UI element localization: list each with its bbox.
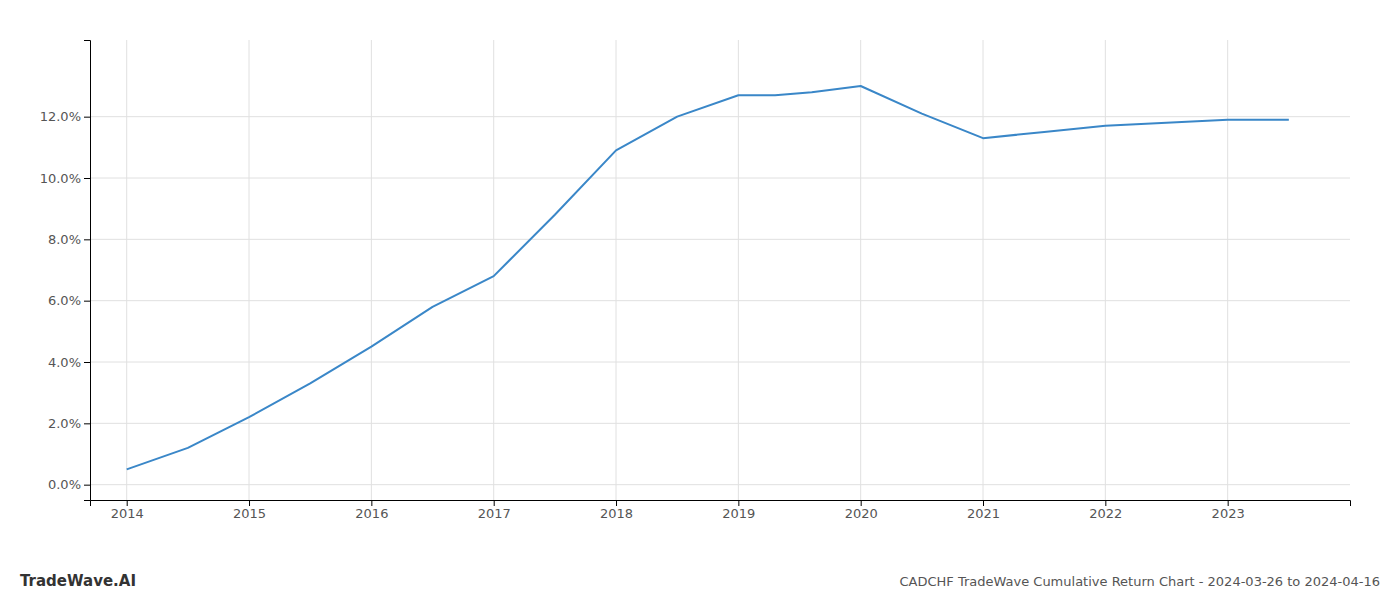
annotation: TradeWave.AI (20, 572, 136, 590)
x-axis-tick-mark (1105, 500, 1106, 506)
line (127, 86, 1289, 469)
x-axis-tick-mark (983, 500, 984, 506)
x-axis-tick-mark (249, 500, 250, 506)
y-axis-tick-mark (84, 423, 90, 424)
grid-line-y (90, 239, 1350, 240)
chart-container: 2014 2015 2016 2017 2018 2019 2020 2021 2022 2023… (0, 0, 1400, 600)
x-axis-tick-label: 2021 (967, 506, 1000, 521)
y-axis-tick-label: 2.0% (48, 416, 81, 431)
x-axis-tick-label: 2016 (355, 506, 388, 521)
grid-line-y (90, 116, 1350, 117)
grid-line-y (90, 300, 1350, 301)
x-axis-line (91, 501, 1351, 507)
y-axis-tick-mark (84, 117, 90, 118)
grid-line-y (90, 178, 1350, 179)
y-axis-tick-label: 8.0% (48, 232, 81, 247)
grid-line-y (90, 362, 1350, 363)
grid-line-x (1227, 40, 1228, 500)
grid-line-x (983, 40, 984, 500)
x-axis-tick-label: 2023 (1212, 506, 1245, 521)
grid-line-x (249, 40, 250, 500)
grid-line-x (738, 40, 739, 500)
y-axis-tick-label: 0.0% (48, 477, 81, 492)
x-axis-tick: 2021 (967, 500, 1000, 521)
x-axis-tick-label: 2018 (600, 506, 633, 521)
x-axis-tick-mark (1228, 500, 1229, 506)
y-axis-tick-label: 12.0% (40, 109, 81, 124)
y-axis-tick: 6.0% (48, 293, 90, 308)
x-axis-tick-mark (738, 500, 739, 506)
y-axis-tick: 0.0% (48, 477, 90, 492)
x-axis-tick-label: 2015 (233, 506, 266, 521)
title: CADCHF TradeWave Cumulative Return Chart… (899, 574, 1380, 589)
grid-line-x (860, 40, 861, 500)
grid-line-x (1105, 40, 1106, 500)
y-axis-tick-label: 6.0% (48, 293, 81, 308)
chart: 2014 2015 2016 2017 2018 2019 2020 2021 2022 2023… (0, 0, 1400, 600)
y-axis-tick: 2.0% (48, 416, 90, 431)
x-axis-tick: 2018 (600, 500, 633, 521)
y-axis-tick: 4.0% (48, 355, 90, 370)
x-axis-tick-mark (127, 500, 128, 506)
grid-line-x (616, 40, 617, 500)
grid (90, 40, 1350, 500)
grid-line-y (90, 423, 1350, 424)
x-axis-tick-label: 2014 (111, 506, 144, 521)
plot-area (127, 86, 1289, 469)
y-axis-tick-label: 4.0% (48, 355, 81, 370)
x-axis-tick-label: 2019 (722, 506, 755, 521)
x-axis-tick: 2014 (111, 500, 144, 521)
y-axis: 0.0% 2.0% 4.0% 6.0% 8.0% 10.0% 12.0% (40, 41, 91, 501)
x-axis: 2014 2015 2016 2017 2018 2019 2020 2021 2022 2023 (91, 500, 1351, 521)
y-axis-tick: 8.0% (48, 232, 90, 247)
x-axis-tick-mark (494, 500, 495, 506)
y-axis-line (84, 41, 91, 501)
x-axis-tick: 2022 (1089, 500, 1122, 521)
grid-line-x (371, 40, 372, 500)
y-axis-tick-label: 10.0% (40, 171, 81, 186)
grid-line-x (126, 40, 127, 500)
x-axis-tick: 2017 (478, 500, 511, 521)
x-axis-tick-mark (616, 500, 617, 506)
y-axis-tick-mark (84, 178, 90, 179)
x-axis-tick: 2016 (355, 500, 388, 521)
y-axis-tick-mark (84, 485, 90, 486)
x-axis-tick-label: 2022 (1089, 506, 1122, 521)
y-axis-tick-mark (84, 239, 90, 240)
x-axis-tick: 2023 (1212, 500, 1245, 521)
x-axis-tick-mark (371, 500, 372, 506)
y-axis-tick-mark (84, 362, 90, 363)
x-axis-tick: 2019 (722, 500, 755, 521)
grid-line-x (493, 40, 494, 500)
x-axis-tick: 2015 (233, 500, 266, 521)
x-axis-tick-label: 2020 (845, 506, 878, 521)
x-axis-tick-label: 2017 (478, 506, 511, 521)
y-axis-tick: 10.0% (40, 171, 90, 186)
y-axis-tick: 12.0% (40, 109, 90, 124)
x-axis-tick-mark (861, 500, 862, 506)
x-axis-tick: 2020 (845, 500, 878, 521)
grid-line-y (90, 484, 1350, 485)
y-axis-tick-mark (84, 301, 90, 302)
